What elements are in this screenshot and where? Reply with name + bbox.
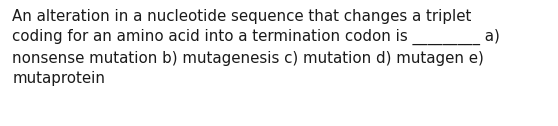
Text: An alteration in a nucleotide sequence that changes a triplet
coding for an amin: An alteration in a nucleotide sequence t… <box>12 9 500 86</box>
